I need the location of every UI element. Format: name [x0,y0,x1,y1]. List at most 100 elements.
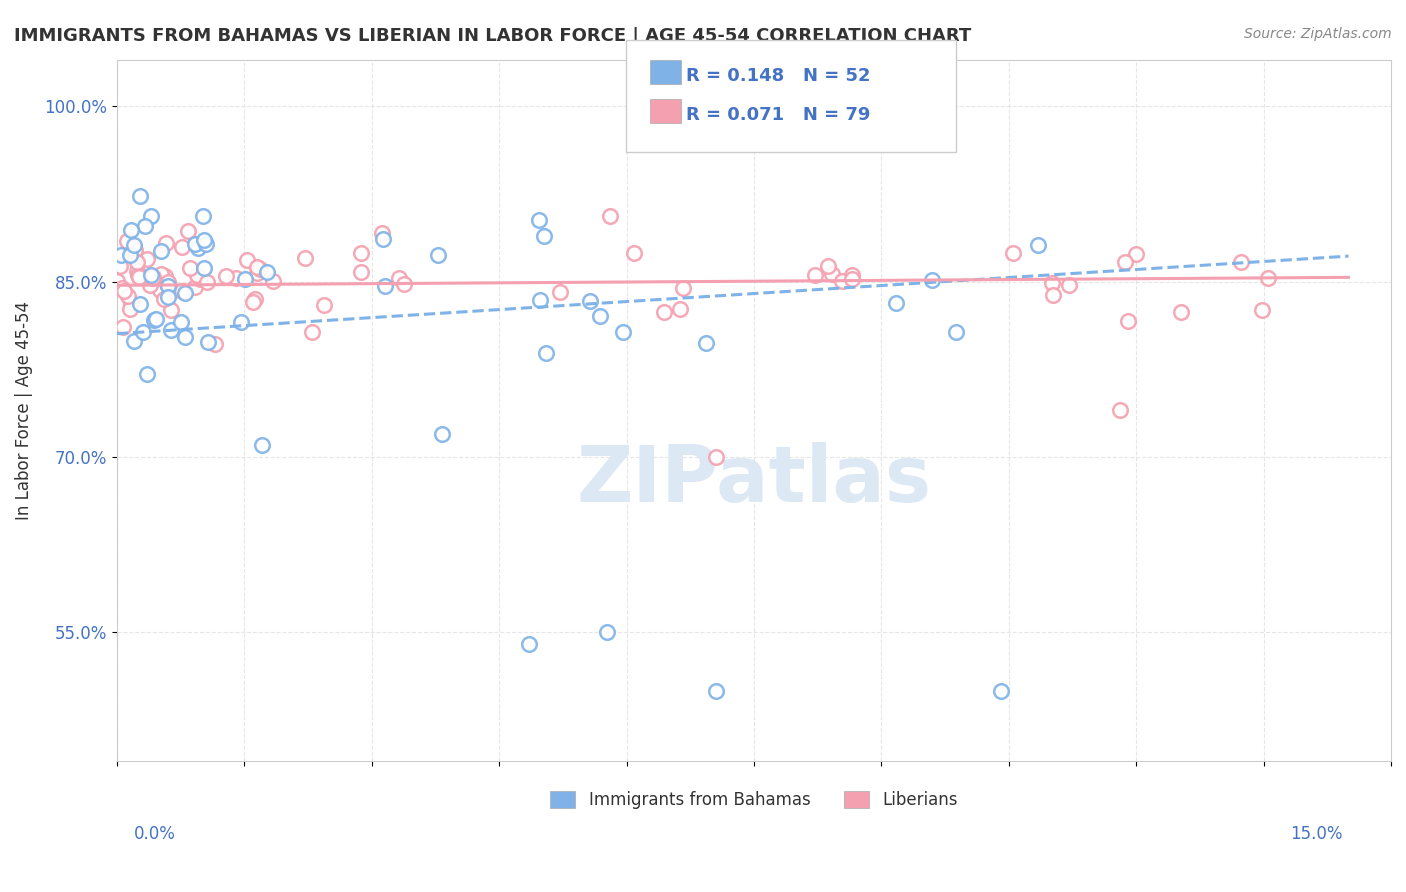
Point [1001,246,1024,260]
Point [157,275,180,289]
Point [990,684,1012,698]
Point [184,279,207,293]
Point [350,246,373,260]
Point [108,259,131,273]
Point [1114,255,1136,269]
Point [669,301,692,316]
Point [136,368,159,382]
Point [117,234,139,248]
Point [804,268,827,282]
Point [704,450,727,464]
Point [225,271,247,285]
Point [110,248,132,262]
Point [374,279,396,293]
Point [301,326,323,340]
Point [921,273,943,287]
Point [886,296,908,310]
Text: R = 0.148   N = 52: R = 0.148 N = 52 [686,67,870,85]
Point [612,325,634,339]
Point [124,243,146,257]
Point [249,262,271,277]
Point [1042,288,1064,302]
Point [704,684,727,698]
Point [143,313,166,327]
Point [170,284,193,298]
Point [149,267,172,281]
Point [120,295,142,310]
Point [588,309,610,323]
Point [193,233,215,247]
Point [1040,276,1063,290]
Point [145,312,167,326]
Point [118,247,141,261]
Point [157,278,180,293]
Point [124,238,146,252]
Text: Source: ZipAtlas.com: Source: ZipAtlas.com [1244,27,1392,41]
Point [184,236,207,251]
Point [841,272,863,286]
Point [150,244,173,259]
Point [1170,304,1192,318]
Point [529,293,551,308]
Point [1118,314,1140,328]
Point [214,269,236,284]
Point [243,292,266,306]
Point [170,315,193,329]
Point [1251,302,1274,317]
Point [672,280,695,294]
Point [111,281,134,295]
Point [1230,254,1253,268]
Point [533,229,555,244]
Point [125,255,148,269]
Point [599,209,621,223]
Text: 0.0%: 0.0% [134,825,176,843]
Point [111,320,134,334]
Point [117,289,139,303]
Text: ZIPatlas: ZIPatlas [576,442,931,518]
Point [371,232,394,246]
Point [817,259,839,273]
Point [1125,247,1147,261]
Point [155,236,177,251]
Point [388,271,411,285]
Point [945,325,967,339]
Point [195,275,218,289]
Point [131,269,153,284]
Y-axis label: In Labor Force | Age 45-54: In Labor Force | Age 45-54 [15,301,32,520]
Point [231,315,253,329]
Point [841,268,863,283]
Text: R = 0.071   N = 79: R = 0.071 N = 79 [686,106,870,124]
Point [141,271,163,285]
Point [831,274,853,288]
Point [174,329,197,343]
Point [127,268,149,283]
Point [252,438,274,452]
Point [132,326,155,340]
Point [236,253,259,268]
Point [623,245,645,260]
Point [534,346,557,360]
Point [394,277,416,292]
Point [139,209,162,223]
Point [246,266,269,280]
Point [197,334,219,349]
Point [432,426,454,441]
Point [160,323,183,337]
Point [1028,238,1050,252]
Point [350,264,373,278]
Point [1057,278,1080,293]
Point [153,268,176,283]
Point [262,274,284,288]
Point [139,277,162,292]
Point [579,294,602,309]
Point [153,292,176,306]
Point [160,303,183,318]
Point [128,270,150,285]
Point [149,283,172,297]
Point [527,212,550,227]
Point [294,251,316,265]
Point [370,226,392,240]
Point [652,305,675,319]
Point [204,337,226,351]
Point [188,272,211,286]
